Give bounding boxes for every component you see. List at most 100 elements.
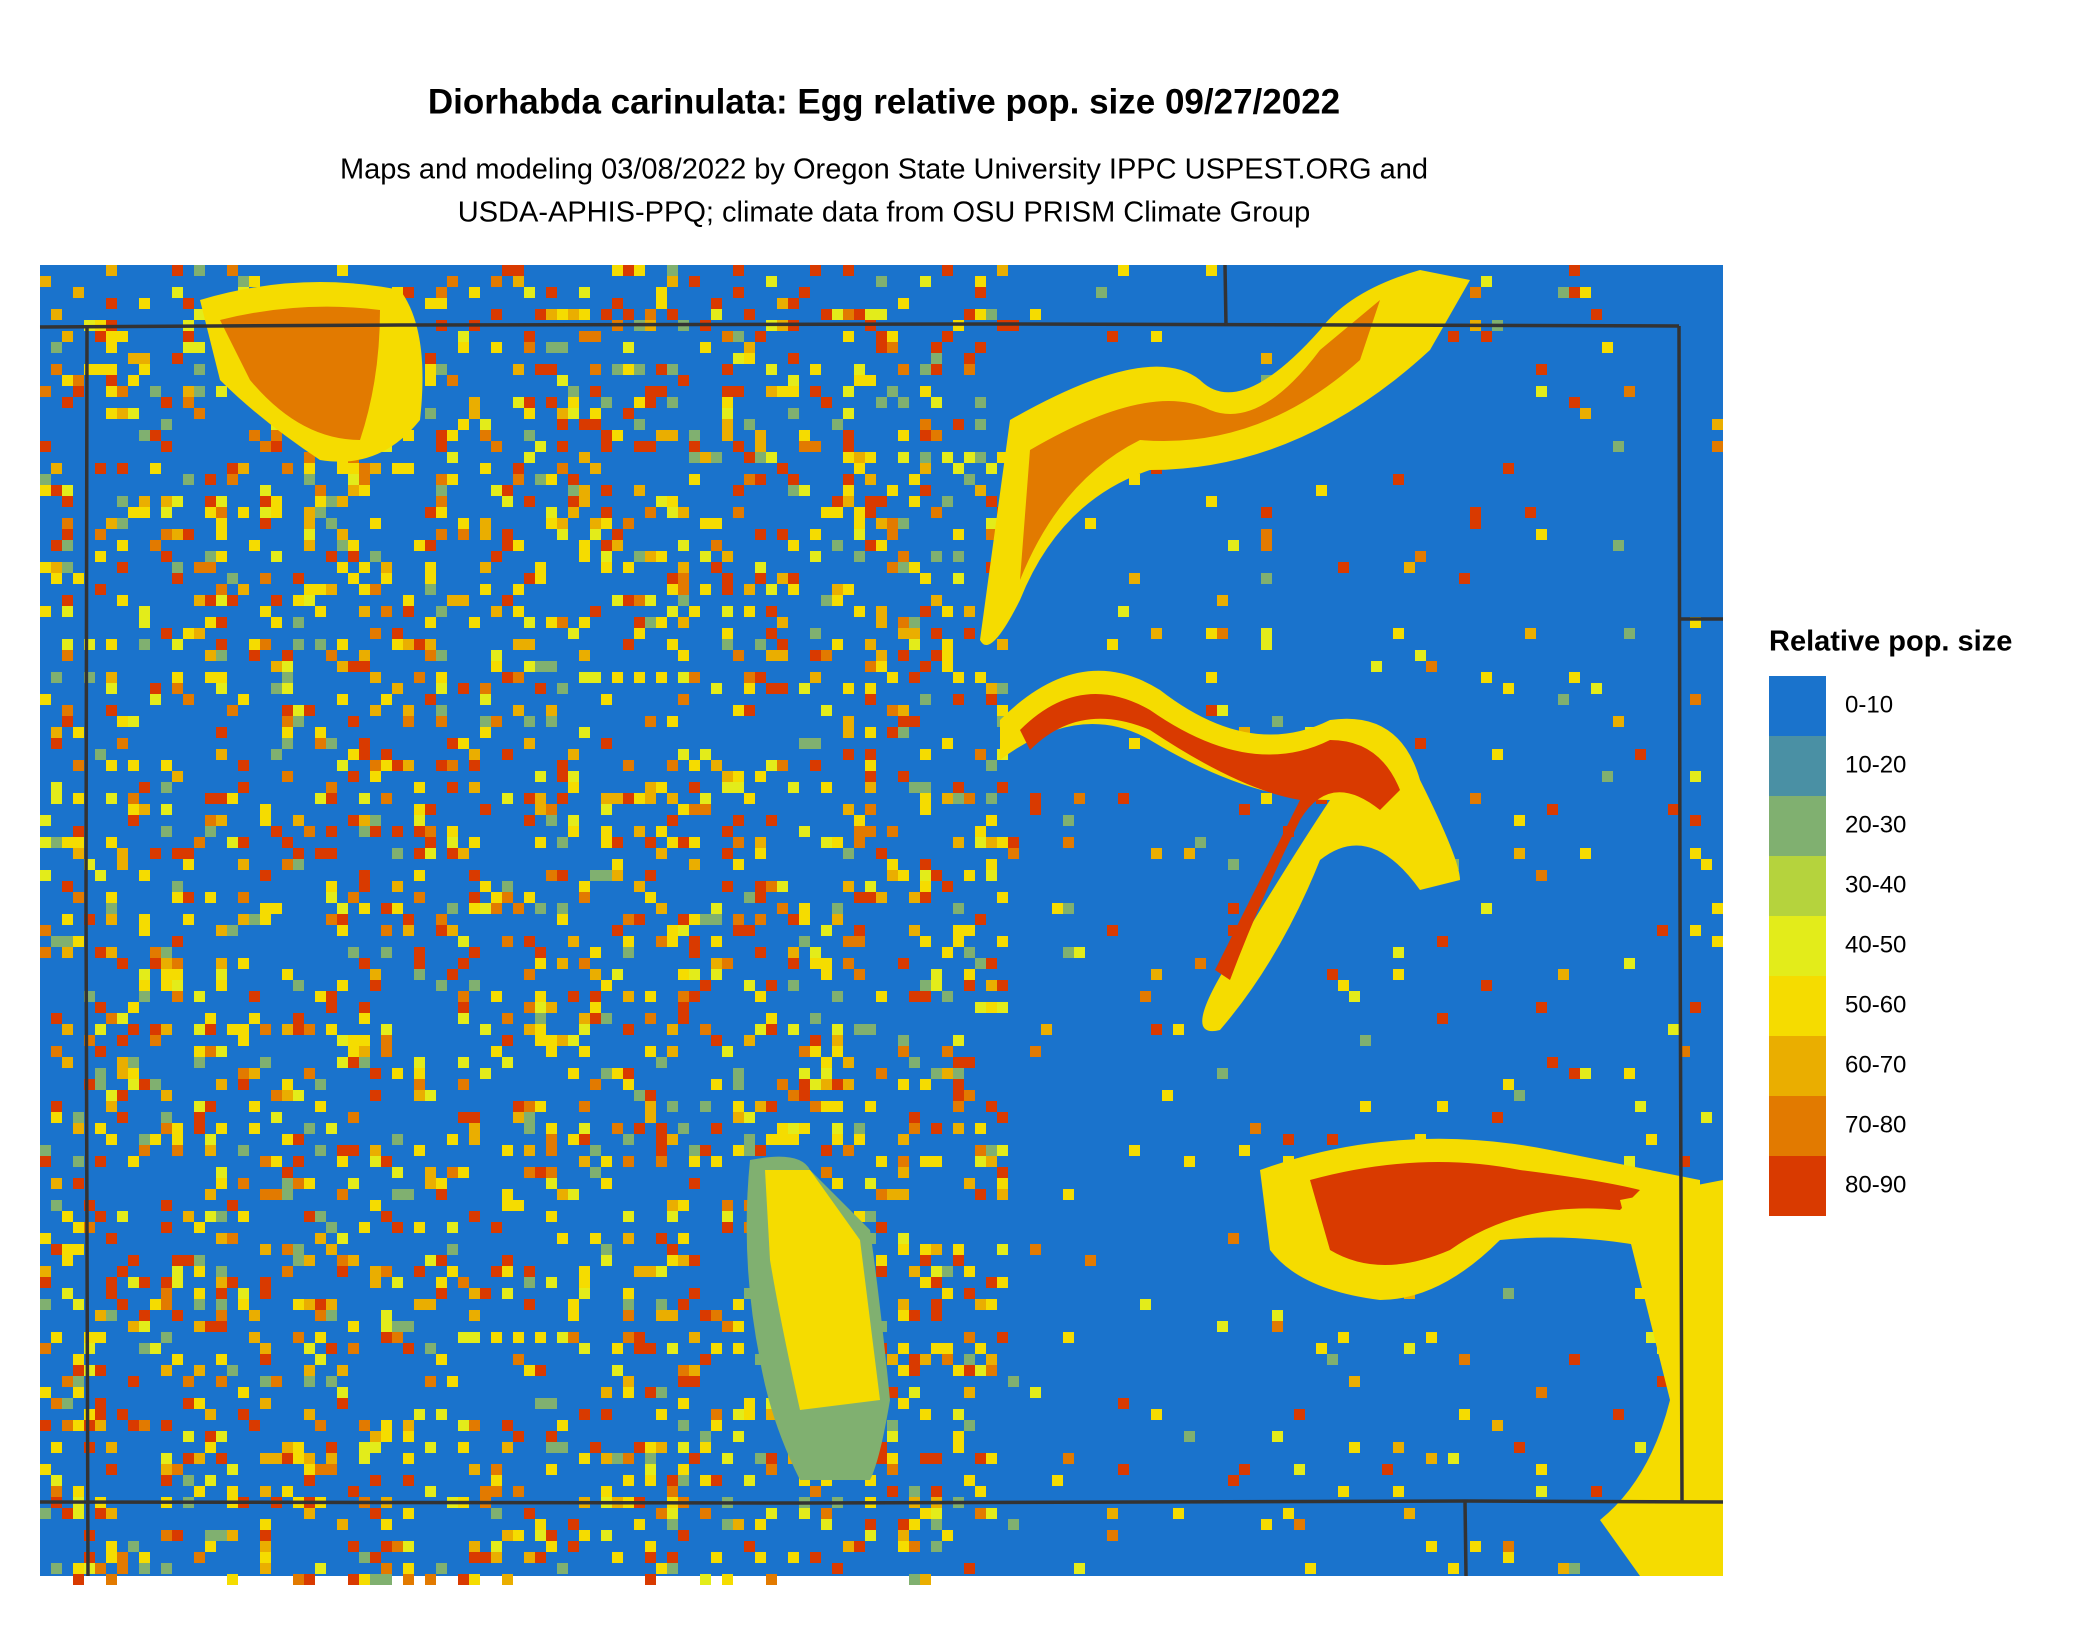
map-cell — [546, 1211, 557, 1222]
map-cell — [480, 1552, 491, 1563]
map-cell — [194, 309, 205, 320]
map-cell — [117, 1112, 128, 1123]
map-cell — [975, 1145, 986, 1156]
map-cell — [436, 496, 447, 507]
map-cell — [1173, 1508, 1184, 1519]
map-cell — [964, 628, 975, 639]
map-cell — [414, 815, 425, 826]
map-cell — [194, 1486, 205, 1497]
map-cell — [1063, 903, 1074, 914]
map-cell — [623, 309, 634, 320]
map-cell — [535, 683, 546, 694]
map-cell — [359, 1442, 370, 1453]
map-cell — [909, 716, 920, 727]
map-cell — [436, 606, 447, 617]
map-cell — [161, 760, 172, 771]
map-cell — [392, 848, 403, 859]
map-cell — [183, 892, 194, 903]
map-cell — [568, 386, 579, 397]
map-cell — [304, 1299, 315, 1310]
map-cell — [1360, 1101, 1371, 1112]
map-cell — [623, 1376, 634, 1387]
map-cell — [84, 1332, 95, 1343]
map-cell — [645, 1112, 656, 1123]
map-cell — [634, 1332, 645, 1343]
map-cell — [238, 584, 249, 595]
map-cell — [469, 1332, 480, 1343]
map-cell — [73, 1178, 84, 1189]
map-cell — [656, 1409, 667, 1420]
map-cell — [392, 639, 403, 650]
map-cell — [117, 848, 128, 859]
map-cell — [821, 650, 832, 661]
map-cell — [865, 683, 876, 694]
map-cell — [282, 1442, 293, 1453]
map-cell — [1217, 1321, 1228, 1332]
map-cell — [546, 870, 557, 881]
map-cell — [304, 1068, 315, 1079]
map-cell — [854, 936, 865, 947]
map-cell — [326, 892, 337, 903]
map-cell — [986, 1156, 997, 1167]
map-cell — [447, 969, 458, 980]
map-cell — [150, 947, 161, 958]
map-cell — [942, 1046, 953, 1057]
map-cell — [139, 1552, 150, 1563]
map-cell — [623, 342, 634, 353]
map-cell — [876, 1189, 887, 1200]
map-cell — [898, 870, 909, 881]
map-cell — [865, 892, 876, 903]
map-cell — [1624, 386, 1635, 397]
map-cell — [491, 342, 502, 353]
map-cell — [524, 1552, 535, 1563]
map-cell — [348, 1343, 359, 1354]
map-cell — [689, 914, 700, 925]
map-cell — [436, 1288, 447, 1299]
map-cell — [876, 309, 887, 320]
map-cell — [282, 463, 293, 474]
map-cell — [414, 958, 425, 969]
map-cell — [953, 573, 964, 584]
map-cell — [194, 1101, 205, 1112]
map-cell — [535, 562, 546, 573]
map-cell — [887, 1354, 898, 1365]
map-cell — [931, 353, 942, 364]
map-cell — [722, 1211, 733, 1222]
map-cell — [205, 1101, 216, 1112]
map-cell — [975, 287, 986, 298]
map-cell — [975, 1002, 986, 1013]
map-cell — [898, 397, 909, 408]
map-cell — [557, 771, 568, 782]
map-cell — [876, 1255, 887, 1266]
map-cell — [645, 1475, 656, 1486]
map-cell — [557, 1442, 568, 1453]
map-cell — [744, 793, 755, 804]
region — [1020, 694, 1400, 980]
map-cell — [370, 1475, 381, 1486]
map-cell — [84, 1409, 95, 1420]
region — [220, 306, 380, 440]
map-cell — [722, 958, 733, 969]
map-cell — [656, 903, 667, 914]
map-cell — [51, 1475, 62, 1486]
map-cell — [524, 1266, 535, 1277]
map-cell — [95, 1332, 106, 1343]
map-cell — [370, 1442, 381, 1453]
map-cell — [139, 782, 150, 793]
map-cell — [744, 419, 755, 430]
map-cell — [205, 551, 216, 562]
map-cell — [524, 452, 535, 463]
map-cell — [172, 1145, 183, 1156]
map-cell — [634, 595, 645, 606]
map-cell — [1294, 1464, 1305, 1475]
map-cell — [469, 947, 480, 958]
map-cell — [865, 1530, 876, 1541]
map-cell — [1536, 529, 1547, 540]
map-cell — [194, 1057, 205, 1068]
map-cell — [425, 639, 436, 650]
map-cell — [590, 1079, 601, 1090]
map-cell — [1437, 936, 1448, 947]
map-cell — [458, 1112, 469, 1123]
map-cell — [1085, 518, 1096, 529]
map-cell — [161, 1200, 172, 1211]
